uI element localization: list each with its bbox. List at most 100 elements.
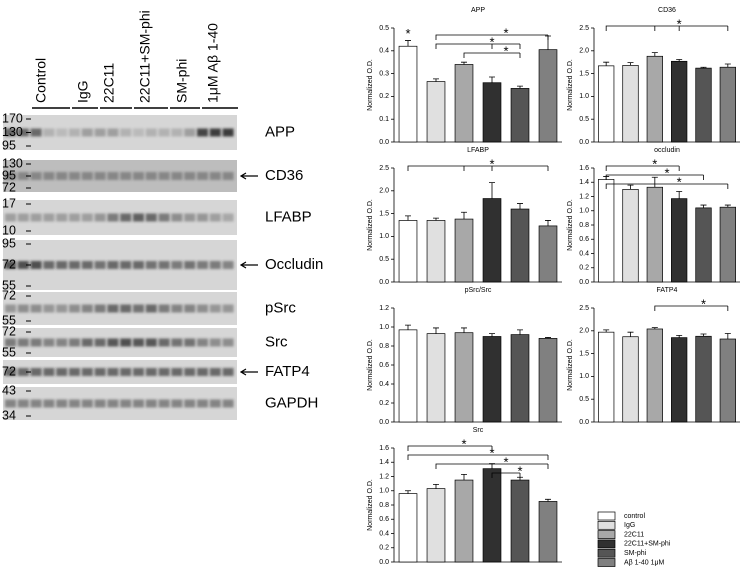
error-bar xyxy=(405,215,411,221)
error-bar xyxy=(405,40,411,47)
y-tick-label: 2.5 xyxy=(379,165,389,172)
legend-swatch xyxy=(597,548,616,558)
band xyxy=(222,172,234,180)
band xyxy=(158,338,170,347)
mw-label: 95 xyxy=(2,236,16,250)
band xyxy=(17,213,29,222)
mw-label: 43 xyxy=(2,383,16,397)
band xyxy=(5,128,16,137)
band xyxy=(184,399,196,408)
mw-label: 55 xyxy=(2,345,16,359)
mw-label: 95 xyxy=(2,168,16,182)
protein-label: APP xyxy=(265,123,295,140)
bar xyxy=(510,88,530,143)
y-tick-label: 1.2 xyxy=(579,193,589,200)
mw-label: 55 xyxy=(2,278,16,292)
band xyxy=(133,128,144,137)
y-tick-label: 0.6 xyxy=(379,362,389,369)
band xyxy=(107,338,119,347)
arrow xyxy=(239,368,258,376)
mw-label: 10 xyxy=(2,223,16,237)
significance-star: * xyxy=(489,34,494,49)
band xyxy=(30,261,42,269)
y-tick-label: 0.8 xyxy=(379,502,389,509)
chart-title: Src xyxy=(473,427,484,434)
significance-star: * xyxy=(489,445,494,460)
bar xyxy=(695,335,712,423)
bar xyxy=(454,64,474,143)
band xyxy=(94,304,106,313)
chart-title: APP xyxy=(471,7,485,14)
legend-swatch xyxy=(597,520,616,530)
significance-bracket xyxy=(491,472,521,478)
band xyxy=(145,368,157,376)
band xyxy=(145,213,157,222)
mw-label: 95 xyxy=(2,138,16,152)
band xyxy=(209,399,221,408)
band xyxy=(17,399,29,408)
band xyxy=(81,338,93,347)
bar xyxy=(622,65,639,143)
bar xyxy=(646,55,663,143)
protein-label: GAPDH xyxy=(265,394,318,411)
band xyxy=(94,399,106,408)
band xyxy=(107,128,119,137)
significance-star: * xyxy=(503,25,508,40)
y-tick-label: 0.2 xyxy=(379,93,389,100)
band xyxy=(56,368,68,376)
band xyxy=(145,172,157,180)
significance-bracket xyxy=(605,165,680,171)
band xyxy=(197,304,208,313)
y-tick-label: 0.4 xyxy=(579,250,589,257)
band xyxy=(145,338,157,347)
blot-strip xyxy=(3,200,237,235)
y-tick-label: 1.5 xyxy=(579,350,589,357)
band xyxy=(5,261,16,269)
error-bar xyxy=(433,483,439,489)
error-bar xyxy=(676,191,683,199)
band xyxy=(69,338,80,347)
mw-label: 130 xyxy=(2,125,23,139)
band xyxy=(222,128,234,137)
lane-label: IgG xyxy=(75,80,91,103)
bar xyxy=(482,336,502,423)
chart-title: FATP4 xyxy=(657,287,678,294)
error-bar xyxy=(545,498,551,502)
error-bar xyxy=(517,329,523,335)
band xyxy=(184,213,196,222)
mw-label: 72 xyxy=(2,180,16,194)
bar xyxy=(426,333,446,423)
band xyxy=(43,368,55,376)
bar xyxy=(510,479,530,563)
blot-strip xyxy=(3,292,237,325)
mw-label: 72 xyxy=(2,364,16,378)
y-tick-label: 0.0 xyxy=(379,419,389,426)
bar xyxy=(454,218,474,283)
band xyxy=(184,172,196,180)
y-axis-label: Normalized O.D. xyxy=(367,479,374,531)
error-bar xyxy=(651,52,658,57)
bar xyxy=(719,66,736,143)
band xyxy=(43,304,55,313)
bar xyxy=(482,82,502,143)
band xyxy=(197,172,208,180)
band xyxy=(81,172,93,180)
mw-label: 72 xyxy=(2,324,16,338)
y-tick-label: 0.8 xyxy=(379,343,389,350)
y-tick-label: 2.0 xyxy=(579,328,589,335)
mw-label: 72 xyxy=(2,288,16,302)
legend-swatch xyxy=(597,539,616,549)
bar xyxy=(510,334,530,423)
chart-title: occludin xyxy=(654,147,680,154)
band xyxy=(69,128,80,137)
significance-star: * xyxy=(664,165,669,180)
y-axis-label: Normalized O.D. xyxy=(367,339,374,391)
band xyxy=(69,172,80,180)
bar xyxy=(482,468,502,563)
y-axis-label: Normalized O.D. xyxy=(567,339,574,391)
band xyxy=(17,172,29,180)
y-tick-label: 1.0 xyxy=(379,324,389,331)
band xyxy=(145,399,157,408)
error-bar xyxy=(700,333,707,337)
band xyxy=(94,368,106,376)
